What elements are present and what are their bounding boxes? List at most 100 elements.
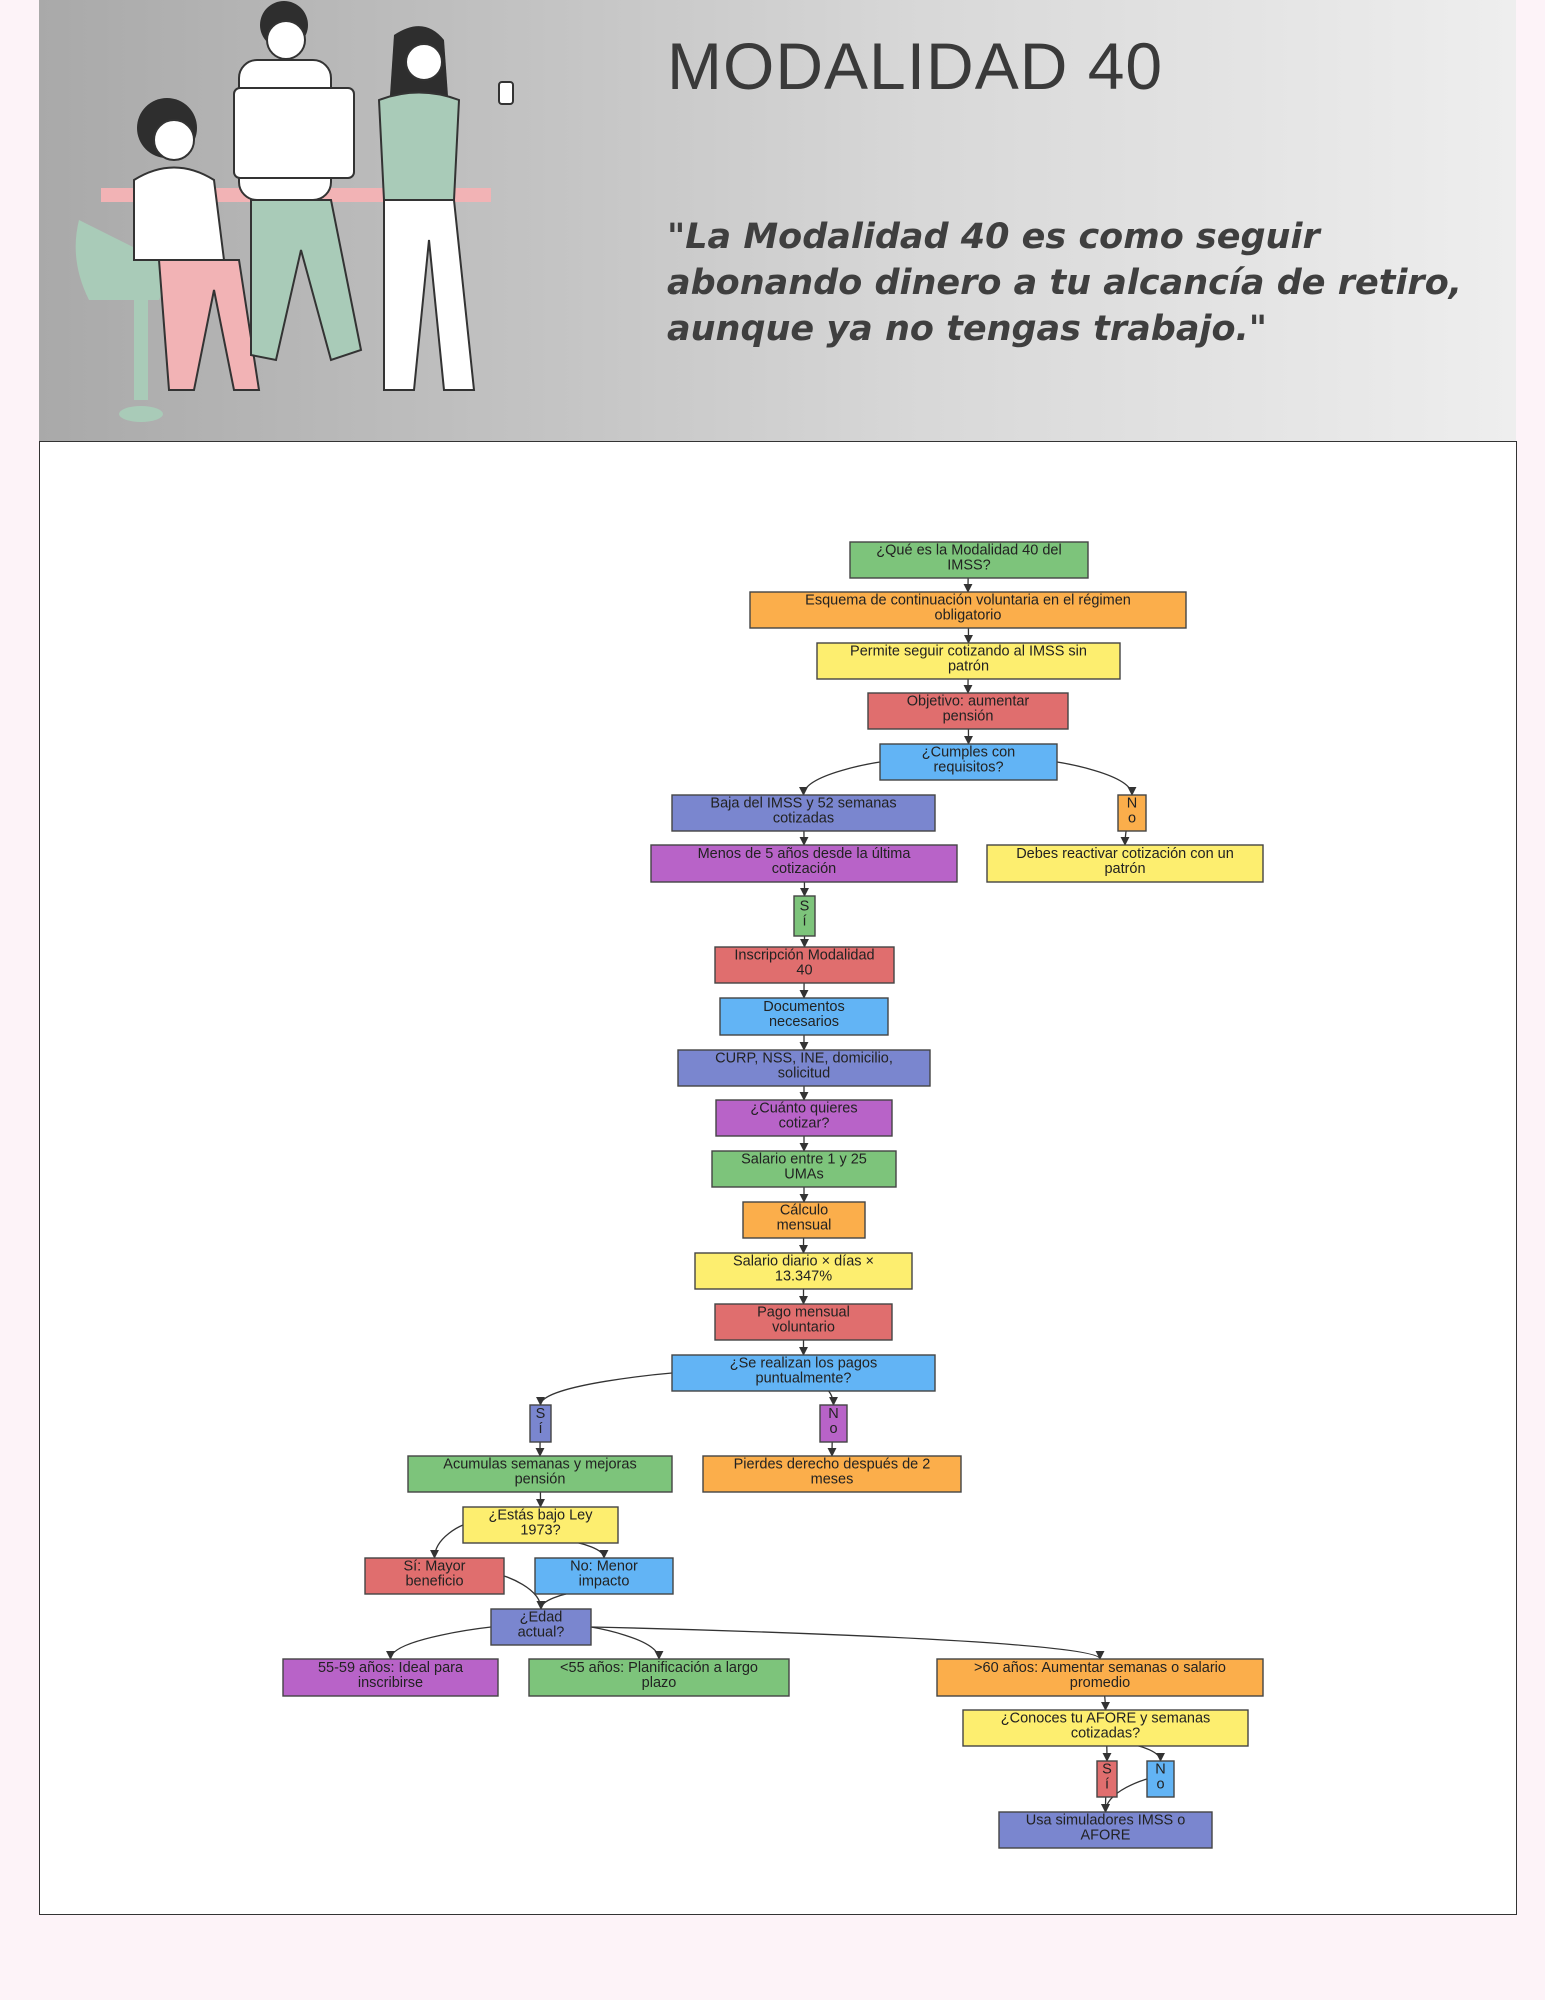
flow-node-label: CURP, NSS, INE, domicilio, xyxy=(715,1051,893,1067)
flow-node-label: pensión xyxy=(943,709,994,725)
page-title: MODALIDAD 40 xyxy=(667,29,1164,103)
flow-node-label: 55-59 años: Ideal para xyxy=(318,1660,464,1676)
header-banner: MODALIDAD 40 "La Modalidad 40 es como se… xyxy=(39,0,1516,441)
flow-node-box xyxy=(849,541,1089,579)
flow-node-label: N xyxy=(828,1406,838,1422)
flow-node-label: mensual xyxy=(777,1218,832,1234)
flow-node-label: ¿Estás bajo Ley xyxy=(489,1508,594,1524)
flow-node-box xyxy=(1146,1760,1175,1798)
flow-node-label: S xyxy=(1102,1762,1112,1778)
flow-node-box xyxy=(879,743,1058,781)
flow-node-box xyxy=(816,642,1121,680)
flow-node-box xyxy=(936,1658,1264,1697)
flow-node-label: Acumulas semanas y mejoras xyxy=(443,1457,636,1473)
flow-node-label: actual? xyxy=(518,1625,565,1641)
flow-node-label: Pago mensual xyxy=(757,1305,850,1321)
flow-node-box xyxy=(1117,794,1147,832)
flow-node-n3: Permite seguir cotizando al IMSS sinpatr… xyxy=(816,642,1121,680)
flow-node-n7: No xyxy=(1117,794,1147,832)
flow-node-label: o xyxy=(1128,811,1136,827)
flow-node-label: inscribirse xyxy=(358,1675,423,1691)
flow-node-label: Salario diario × días × xyxy=(733,1254,874,1270)
flow-node-label: requisitos? xyxy=(933,760,1003,776)
flow-arrow xyxy=(590,1626,664,1660)
flow-node-box xyxy=(986,844,1264,883)
flow-node-box xyxy=(650,844,958,883)
flow-node-label: puntualmente? xyxy=(756,1371,852,1387)
flow-node-label: Menos de 5 años desde la última xyxy=(698,846,912,862)
flow-node-label: N xyxy=(1155,1762,1165,1778)
flow-node-label: patrón xyxy=(948,659,989,675)
flow-node-label: Baja del IMSS y 52 semanas xyxy=(710,796,896,812)
flow-node-box xyxy=(867,692,1069,730)
flow-node-label: No: Menor xyxy=(570,1559,638,1575)
flow-node-box xyxy=(714,1303,893,1341)
flow-node-box xyxy=(671,1354,936,1392)
flow-node-box xyxy=(407,1455,673,1493)
flow-node-label: ¿Qué es la Modalidad 40 del xyxy=(876,543,1061,559)
flow-node-label: í xyxy=(538,1421,542,1437)
flow-node-label: Documentos xyxy=(763,999,844,1015)
flow-node-label: cotizar? xyxy=(779,1116,830,1132)
flow-node-box xyxy=(962,1709,1249,1747)
flow-node-n32: Sí xyxy=(1096,1760,1118,1798)
people-working-illustration xyxy=(75,1,514,422)
flow-node-label: Permite seguir cotizando al IMSS sin xyxy=(850,644,1087,660)
flow-node-label: impacto xyxy=(579,1574,630,1590)
flow-node-box xyxy=(671,794,936,832)
flow-arrow xyxy=(590,1626,1105,1660)
flow-node-label: obligatorio xyxy=(935,608,1002,624)
flow-node-label: UMAs xyxy=(784,1167,823,1183)
flow-arrow xyxy=(385,1626,492,1660)
flow-node-box xyxy=(534,1557,674,1595)
flow-node-n2: Esquema de continuación voluntaria en el… xyxy=(749,591,1187,629)
flow-node-box xyxy=(528,1658,790,1697)
flow-node-label: S xyxy=(800,899,810,915)
flow-node-box xyxy=(715,1099,893,1137)
flow-node-label: AFORE xyxy=(1081,1828,1131,1844)
flow-node-box xyxy=(282,1658,499,1697)
flow-node-box xyxy=(694,1252,913,1290)
flow-node-label: ¿Cumples con xyxy=(922,745,1015,761)
flow-node-box xyxy=(819,1404,848,1443)
flow-node-label: Debes reactivar cotización con un xyxy=(1016,846,1234,862)
flow-node-n10: Sí xyxy=(793,895,816,937)
flow-node-box xyxy=(462,1506,619,1544)
flow-node-n17: Salario diario × días ×13.347% xyxy=(694,1252,913,1290)
flow-node-label: ¿Conoces tu AFORE y semanas xyxy=(1001,1711,1211,1727)
flow-arrow xyxy=(578,1542,609,1559)
flow-node-label: o xyxy=(1156,1777,1164,1793)
flow-node-label: ¿Edad xyxy=(520,1610,563,1626)
flow-node-label: Pierdes derecho después de 2 xyxy=(734,1457,931,1473)
flow-node-n33: No xyxy=(1146,1760,1175,1798)
flow-node-label: patrón xyxy=(1104,861,1145,877)
flow-node-label: Usa simuladores IMSS o xyxy=(1026,1813,1186,1829)
flow-node-label: 13.347% xyxy=(775,1269,832,1285)
flow-node-label: í xyxy=(802,914,806,930)
flow-arrow xyxy=(536,1372,673,1406)
flow-node-box xyxy=(702,1455,962,1493)
flow-node-label: <55 años: Planificación a largo xyxy=(560,1660,758,1676)
flow-node-label: solicitud xyxy=(778,1066,830,1082)
flow-node-label: necesarios xyxy=(769,1014,839,1030)
flow-node-label: IMSS? xyxy=(947,558,991,574)
flow-node-label: Inscripción Modalidad xyxy=(734,948,874,964)
flow-node-label: Objetivo: aumentar xyxy=(907,694,1030,710)
flow-arrow xyxy=(536,1593,567,1610)
flow-node-label: cotizadas xyxy=(773,811,834,827)
flow-node-label: o xyxy=(829,1421,837,1437)
quote-line: aunque ya no tengas trabajo." xyxy=(667,309,1268,349)
flow-node-n8: Menos de 5 años desde la últimacotizació… xyxy=(650,844,958,883)
